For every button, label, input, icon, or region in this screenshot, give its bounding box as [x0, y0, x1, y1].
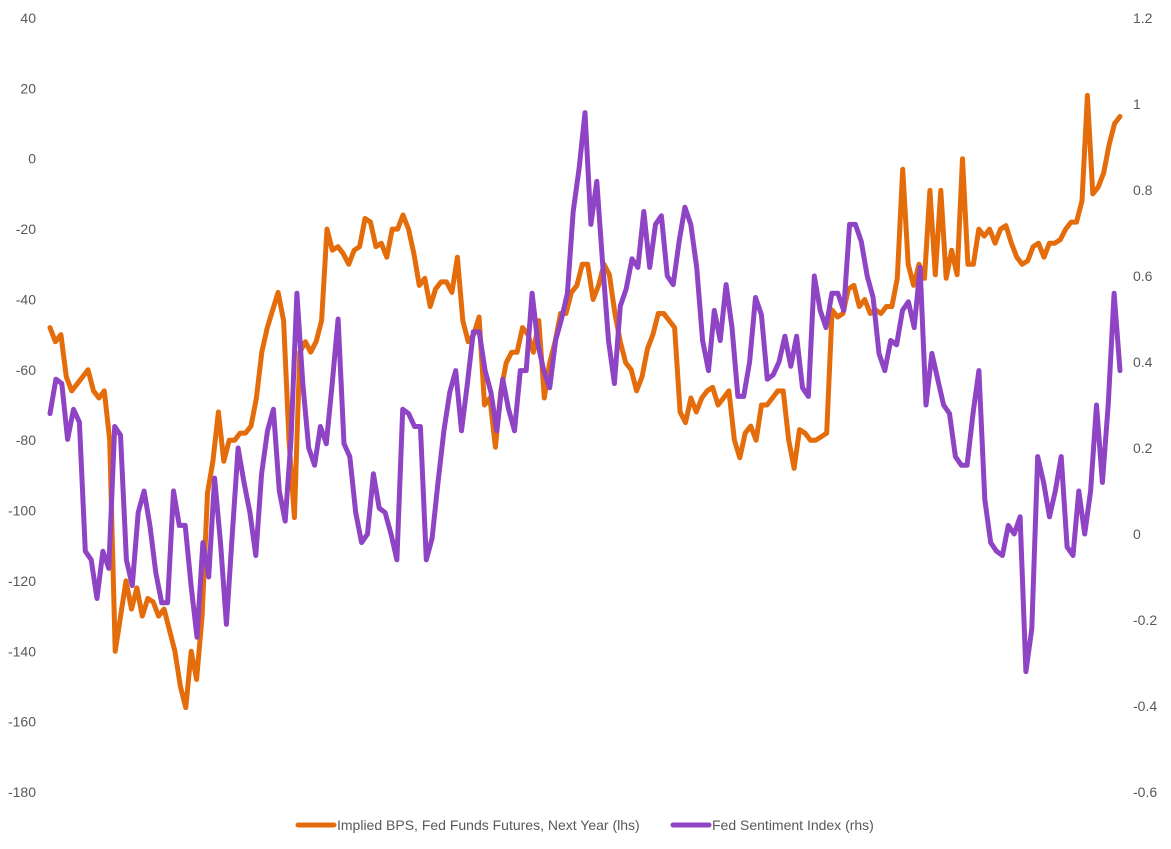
left-tick-label: 20	[20, 80, 36, 96]
legend-label-fed-sentiment: Fed Sentiment Index (rhs)	[712, 817, 874, 833]
right-tick-label: 0.6	[1133, 268, 1153, 284]
left-tick-label: 40	[20, 10, 36, 26]
left-tick-label: -60	[16, 362, 36, 378]
left-tick-label: 0	[28, 151, 36, 167]
right-tick-label: 0.2	[1133, 440, 1153, 456]
left-tick-label: -80	[16, 432, 36, 448]
right-tick-label: 1.2	[1133, 10, 1153, 26]
left-tick-label: -180	[8, 784, 36, 800]
right-tick-label: -0.2	[1133, 612, 1157, 628]
left-tick-label: -120	[8, 573, 36, 589]
right-tick-label: -0.4	[1133, 698, 1157, 714]
left-tick-label: -40	[16, 291, 36, 307]
left-axis-ticks: 40 20 0 -20 -40 -60 -80 -100 -120 -140 -160 -180	[8, 10, 36, 800]
left-tick-label: -160	[8, 714, 36, 730]
right-tick-label: -0.6	[1133, 784, 1157, 800]
left-tick-label: -140	[8, 643, 36, 659]
right-tick-label: 0	[1133, 526, 1141, 542]
fed-sentiment-line	[47, 110, 1123, 675]
implied-bps-line	[47, 92, 1123, 711]
legend: Implied BPS, Fed Funds Futures, Next Yea…	[295, 817, 874, 833]
plot-lines	[47, 92, 1123, 711]
right-tick-label: 0.4	[1133, 354, 1153, 370]
left-tick-label: -100	[8, 503, 36, 519]
right-tick-label: 0.8	[1133, 182, 1153, 198]
legend-label-implied-bps: Implied BPS, Fed Funds Futures, Next Yea…	[337, 817, 640, 833]
right-tick-label: 1	[1133, 96, 1141, 112]
left-tick-label: -20	[16, 221, 36, 237]
right-axis-ticks: 1.2 1 0.8 0.6 0.4 0.2 0 -0.2 -0.4 -0.6	[1133, 10, 1157, 800]
